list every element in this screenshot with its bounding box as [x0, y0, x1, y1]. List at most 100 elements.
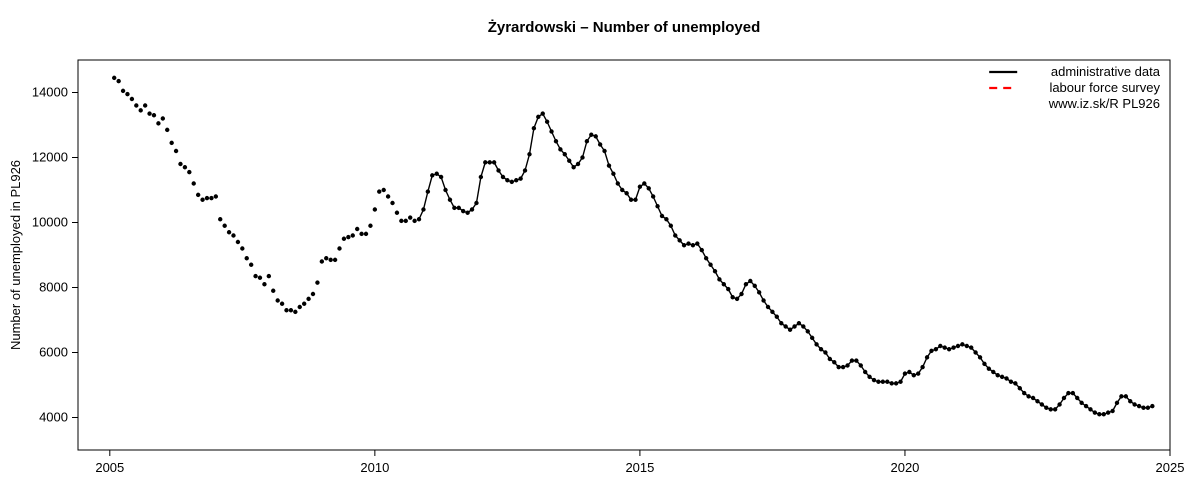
- data-point: [907, 370, 911, 374]
- legend-label-0: administrative data: [1051, 64, 1161, 79]
- data-point: [222, 224, 226, 228]
- data-point: [576, 162, 580, 166]
- data-point: [289, 308, 293, 312]
- data-point: [978, 355, 982, 359]
- data-point: [1009, 380, 1013, 384]
- data-point: [660, 214, 664, 218]
- data-point: [1031, 396, 1035, 400]
- data-point: [783, 324, 787, 328]
- y-tick-label: 4000: [39, 410, 68, 425]
- data-point: [549, 129, 553, 133]
- data-point: [713, 269, 717, 273]
- data-point: [1137, 404, 1141, 408]
- data-point: [616, 181, 620, 185]
- data-point: [192, 181, 196, 185]
- data-point: [686, 241, 690, 245]
- data-point: [421, 207, 425, 211]
- data-point: [638, 185, 642, 189]
- data-point: [735, 297, 739, 301]
- data-point: [364, 232, 368, 236]
- data-point: [435, 172, 439, 176]
- data-point: [691, 243, 695, 247]
- data-point: [1124, 394, 1128, 398]
- data-point: [382, 188, 386, 192]
- data-point: [969, 345, 973, 349]
- data-point: [1049, 407, 1053, 411]
- data-point: [806, 329, 810, 333]
- data-point: [412, 219, 416, 223]
- data-point: [518, 176, 522, 180]
- data-point: [867, 375, 871, 379]
- data-point: [828, 357, 832, 361]
- data-point: [571, 165, 575, 169]
- data-point: [788, 328, 792, 332]
- data-point: [1004, 376, 1008, 380]
- data-point: [130, 97, 134, 101]
- data-point: [395, 211, 399, 215]
- data-point: [1146, 406, 1150, 410]
- data-point: [496, 168, 500, 172]
- data-point: [315, 280, 319, 284]
- data-point: [567, 159, 571, 163]
- data-point: [620, 188, 624, 192]
- chart-container: Żyrardowski – Number of unemployedNumber…: [0, 0, 1200, 500]
- data-point: [483, 160, 487, 164]
- data-point: [1110, 409, 1114, 413]
- data-point: [324, 256, 328, 260]
- data-point: [722, 282, 726, 286]
- data-point: [430, 173, 434, 177]
- data-point: [536, 115, 540, 119]
- data-point: [934, 347, 938, 351]
- data-point: [633, 198, 637, 202]
- data-point: [152, 113, 156, 117]
- data-point: [563, 152, 567, 156]
- data-point: [863, 370, 867, 374]
- data-point: [850, 358, 854, 362]
- data-point: [695, 241, 699, 245]
- data-point: [253, 274, 257, 278]
- data-point: [991, 370, 995, 374]
- data-point: [669, 224, 673, 228]
- data-point: [770, 310, 774, 314]
- data-point: [594, 134, 598, 138]
- data-point: [664, 217, 668, 221]
- data-point: [249, 263, 253, 267]
- data-point: [161, 116, 165, 120]
- data-point: [205, 196, 209, 200]
- data-point: [240, 246, 244, 250]
- data-point: [311, 292, 315, 296]
- data-point: [196, 193, 200, 197]
- data-point: [174, 149, 178, 153]
- data-point: [461, 209, 465, 213]
- legend-label-1: labour force survey: [1049, 80, 1160, 95]
- data-point: [399, 219, 403, 223]
- data-point: [351, 233, 355, 237]
- data-point: [876, 380, 880, 384]
- chart-svg: Żyrardowski – Number of unemployedNumber…: [0, 0, 1200, 500]
- data-point: [479, 175, 483, 179]
- data-point: [792, 324, 796, 328]
- data-point: [523, 168, 527, 172]
- x-tick-label: 2005: [95, 460, 124, 475]
- data-point: [1150, 404, 1154, 408]
- data-point: [165, 128, 169, 132]
- data-point: [452, 206, 456, 210]
- y-tick-label: 8000: [39, 280, 68, 295]
- data-point: [541, 111, 545, 115]
- data-point: [700, 248, 704, 252]
- data-point: [417, 217, 421, 221]
- data-point: [585, 139, 589, 143]
- data-point: [956, 344, 960, 348]
- data-point: [708, 263, 712, 267]
- x-tick-label: 2015: [625, 460, 654, 475]
- data-point: [214, 194, 218, 198]
- data-point: [845, 363, 849, 367]
- background: [0, 0, 1200, 500]
- y-tick-label: 6000: [39, 345, 68, 360]
- data-point: [814, 342, 818, 346]
- data-point: [125, 92, 129, 96]
- data-point: [236, 240, 240, 244]
- data-point: [823, 350, 827, 354]
- data-point: [1119, 394, 1123, 398]
- data-point: [1084, 404, 1088, 408]
